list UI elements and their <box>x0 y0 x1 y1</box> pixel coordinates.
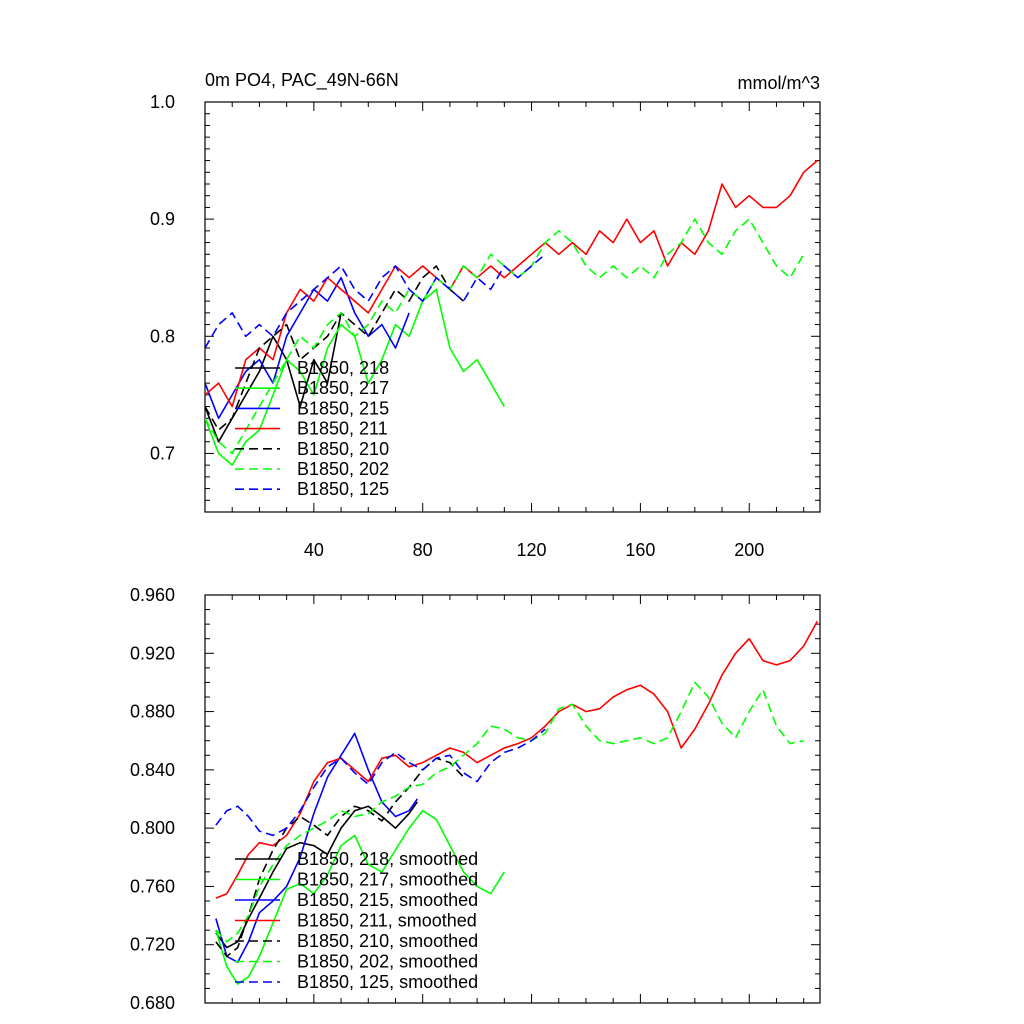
legend-label: B1850, 125, smoothed <box>297 972 478 992</box>
y-tick-label: 0.800 <box>130 818 175 838</box>
series-line <box>215 728 546 837</box>
series-group <box>205 159 818 466</box>
legend-label: B1850, 211 <box>297 419 388 439</box>
chart-title: 0m PO4, PAC_49N-66N <box>205 70 399 91</box>
series-line <box>205 312 342 443</box>
top-panel: 40 80 120 160 200 0.7 0.8 0.9 1.0 0m PO4, PAC_49N… <box>150 70 821 560</box>
x-tick-label: 40 <box>304 540 324 560</box>
legend-label: B1850, 211, smoothed <box>297 911 477 931</box>
plot-frame <box>204 101 821 513</box>
y-tick-label: 0.680 <box>130 993 175 1013</box>
x-tick-label: 120 <box>517 540 547 560</box>
legend-label: B1850, 217, smoothed <box>297 870 478 890</box>
y-tick-label: 0.9 <box>150 209 175 229</box>
legend-label: B1850, 202, smoothed <box>297 952 478 972</box>
x-tick-label: 200 <box>734 540 764 560</box>
y-tick-label: 1.0 <box>150 92 175 112</box>
legend-label: B1850, 202 <box>297 459 389 479</box>
legend-label: B1850, 215 <box>297 398 389 418</box>
legend-label: B1850, 218 <box>297 358 389 378</box>
y-tick-label: 0.8 <box>150 326 175 346</box>
legend-label: B1850, 210 <box>297 439 389 459</box>
y-tick-label: 0.960 <box>130 585 175 605</box>
series-line <box>205 218 805 455</box>
y-tick-label: 0.920 <box>130 643 175 663</box>
y-tick-label: 0.840 <box>130 760 175 780</box>
y-tick-label: 0.7 <box>150 443 175 463</box>
series-line <box>205 265 465 431</box>
x-tick-label: 160 <box>625 540 655 560</box>
legend-label: B1850, 217 <box>297 378 389 398</box>
legend-label: B1850, 125 <box>297 479 389 499</box>
y-tick-label: 0.880 <box>130 702 175 722</box>
legend-label: B1850, 215, smoothed <box>297 890 478 910</box>
legend-label: B1850, 218, smoothed <box>297 849 478 869</box>
units-label: mmol/m^3 <box>738 73 820 93</box>
bottom-panel: 0.680 0.720 0.760 0.800 0.840 0.880 0.920 0.960… <box>130 585 821 1013</box>
series-group <box>215 620 819 985</box>
series-line <box>215 732 418 964</box>
series-line <box>215 801 418 949</box>
x-tick-label: 80 <box>413 540 433 560</box>
y-tick-label: 0.720 <box>130 935 175 955</box>
legend-label: B1850, 210, smoothed <box>297 931 478 951</box>
series-line <box>215 809 505 985</box>
y-tick-label: 0.760 <box>130 876 175 896</box>
